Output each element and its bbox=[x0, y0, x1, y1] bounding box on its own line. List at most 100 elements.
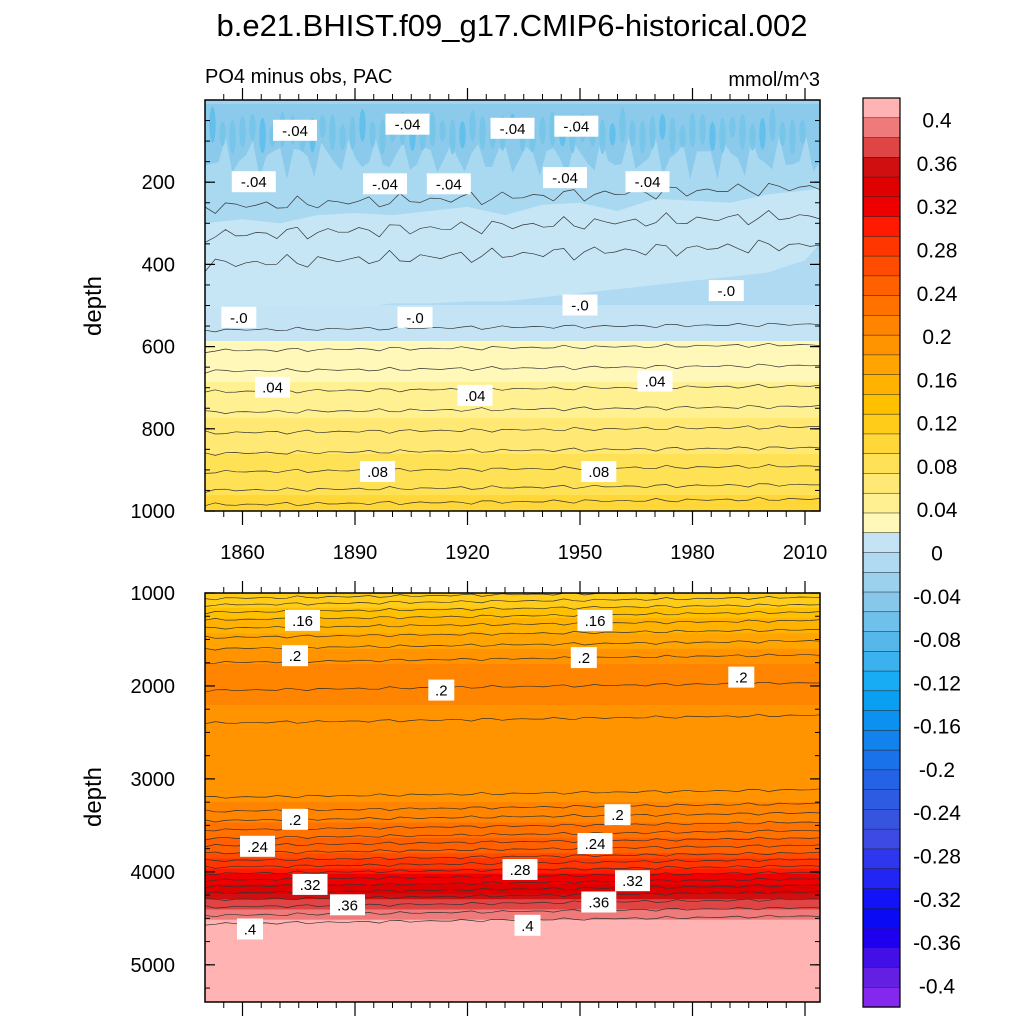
contour-fill-band bbox=[205, 914, 820, 921]
contour-label: .2 bbox=[728, 666, 755, 688]
contour-fill-band bbox=[205, 950, 820, 957]
contour-label-box bbox=[577, 609, 613, 631]
contour-line bbox=[205, 239, 820, 272]
contour-label-text: .2 bbox=[435, 683, 448, 700]
contour-line bbox=[205, 483, 820, 493]
x-tick-label: 1980 bbox=[670, 542, 715, 564]
contour-label-box bbox=[637, 370, 673, 392]
contour-fill-band bbox=[205, 750, 820, 758]
colorbar-swatch bbox=[862, 394, 901, 415]
colorbar-swatch bbox=[862, 828, 901, 850]
contour-label-text: .2 bbox=[289, 648, 302, 665]
figure-title: b.e21.BHIST.f09_g17.CMIP6-historical.002 bbox=[216, 8, 807, 43]
contour-fill-band bbox=[205, 602, 820, 609]
bottom-contour-panel: 1000 2000 3000 4000 5000 .16 .16 .2 .2 .2 .2 .2 .2.… bbox=[80, 581, 821, 1016]
contour-label-text: .36 bbox=[337, 897, 358, 914]
negative-anomaly-patch bbox=[339, 124, 346, 150]
colorbar-label: -0.28 bbox=[913, 846, 961, 869]
bottom-y-axis-label: depth bbox=[80, 767, 107, 827]
contour-fill-band bbox=[205, 883, 820, 891]
contour-fill-band bbox=[205, 837, 820, 845]
contour-label: .28 bbox=[502, 859, 538, 880]
contour-line bbox=[205, 363, 820, 374]
negative-anomaly-patch bbox=[439, 120, 446, 141]
contour-line bbox=[205, 898, 820, 909]
contour-label: .2 bbox=[604, 804, 631, 826]
colorbar-label: -0.32 bbox=[913, 889, 961, 912]
contour-fill-band bbox=[205, 791, 820, 798]
contour-fill-band bbox=[205, 740, 820, 747]
contour-label: -.0 bbox=[221, 306, 257, 328]
colorbar-swatch bbox=[862, 769, 901, 791]
colorbar-label: 0.04 bbox=[917, 499, 958, 522]
contour-label: .2 bbox=[428, 679, 455, 701]
contour-label-text: .28 bbox=[510, 862, 531, 879]
contour-label: -.0 bbox=[562, 294, 598, 316]
negative-anomaly-patch bbox=[669, 117, 676, 154]
contour-fill-band bbox=[205, 653, 820, 660]
contour-fill-band bbox=[205, 489, 820, 497]
contour-fill-band bbox=[205, 889, 820, 896]
contour-fill-band bbox=[205, 607, 820, 614]
colorbar-label: -0.04 bbox=[913, 586, 961, 609]
contour-fill-band bbox=[205, 407, 820, 414]
colorbar-label: 0.24 bbox=[917, 283, 958, 306]
contour-label: .16 bbox=[285, 609, 320, 631]
y-tick-label: 200 bbox=[142, 172, 175, 194]
contour-line bbox=[205, 322, 820, 333]
colorbar-label: -0.16 bbox=[913, 716, 961, 739]
colorbar-swatch bbox=[862, 572, 901, 593]
negative-anomaly-patch bbox=[219, 121, 226, 146]
contour-label: -.04 bbox=[385, 113, 430, 135]
y-tick-label: 3000 bbox=[131, 769, 176, 791]
contour-label-box bbox=[428, 679, 455, 701]
negative-anomaly-patch bbox=[239, 116, 246, 148]
contour-label: .04 bbox=[255, 376, 290, 398]
contour-label-text: -.04 bbox=[436, 176, 462, 193]
y-tick-label: 1000 bbox=[131, 583, 176, 605]
contour-fill-band bbox=[205, 945, 820, 952]
contour-label: .08 bbox=[581, 461, 617, 482]
contour-label-text: .24 bbox=[247, 839, 268, 856]
contour-label-text: .16 bbox=[292, 613, 313, 630]
colorbar-swatch bbox=[862, 651, 901, 672]
contour-fill-band bbox=[205, 443, 820, 450]
contour-label-box bbox=[240, 835, 275, 857]
bottom-plot-frame bbox=[204, 592, 821, 1003]
contour-line bbox=[205, 342, 820, 353]
contour-label-box bbox=[615, 870, 650, 892]
contour-label-box bbox=[554, 115, 599, 137]
contour-fill-band bbox=[205, 346, 820, 353]
colorbar-swatch bbox=[862, 255, 901, 277]
negative-anomaly-patch bbox=[359, 109, 366, 142]
contour-line bbox=[205, 788, 820, 799]
colorbar-swatch bbox=[862, 789, 901, 811]
contour-line bbox=[205, 829, 820, 841]
contour-label-box bbox=[581, 891, 617, 913]
x-tick-label: 1920 bbox=[445, 542, 490, 564]
negative-anomaly-core bbox=[205, 100, 820, 180]
colorbar-swatch bbox=[862, 927, 901, 949]
contour-fill-band bbox=[205, 412, 820, 420]
contour-fill-band bbox=[205, 428, 820, 435]
negative-anomaly-patch bbox=[709, 121, 716, 151]
surface-strip bbox=[205, 100, 820, 104]
contour-fill-band bbox=[205, 376, 820, 384]
contour-label-text: .04 bbox=[262, 380, 283, 397]
colorbar-label: -0.12 bbox=[913, 672, 961, 695]
negative-anomaly-patch bbox=[209, 106, 216, 143]
negative-anomaly-patch bbox=[619, 107, 626, 144]
contour-label-box bbox=[577, 833, 613, 854]
contour-line bbox=[205, 713, 820, 725]
colorbar-swatch bbox=[862, 967, 901, 988]
contour-label: .04 bbox=[457, 384, 493, 406]
contour-label: -.04 bbox=[625, 171, 670, 193]
colorbar-swatch bbox=[862, 512, 901, 534]
units-label: mmol/m^3 bbox=[728, 69, 820, 91]
top-y-axis-label: depth bbox=[80, 276, 107, 336]
contour-fill-band bbox=[205, 335, 820, 342]
colorbar-label: -0.2 bbox=[919, 759, 955, 782]
colorbar-swatch bbox=[862, 730, 901, 751]
colorbar-swatch bbox=[862, 97, 901, 119]
